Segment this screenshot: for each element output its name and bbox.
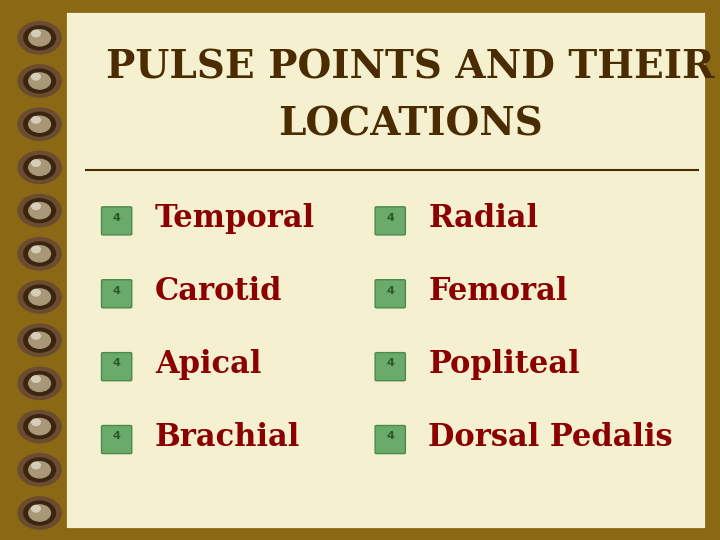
Text: 4: 4 [113,213,120,222]
Circle shape [24,372,55,395]
Circle shape [29,418,50,435]
Text: Radial: Radial [428,203,539,234]
Circle shape [32,246,40,253]
Circle shape [29,30,50,46]
Circle shape [24,328,55,352]
FancyBboxPatch shape [375,207,405,235]
Text: 4: 4 [387,359,394,368]
Circle shape [18,367,61,400]
Text: 4: 4 [387,431,394,441]
Circle shape [18,238,61,270]
Circle shape [32,289,40,296]
Text: 4: 4 [113,359,120,368]
Circle shape [24,26,55,50]
FancyBboxPatch shape [102,353,132,381]
Circle shape [18,194,61,227]
Circle shape [24,415,55,438]
Text: 4: 4 [387,213,394,222]
Circle shape [29,289,50,305]
Circle shape [32,30,40,37]
Text: Brachial: Brachial [155,422,300,453]
FancyBboxPatch shape [102,426,132,454]
Text: Temporal: Temporal [155,203,315,234]
Circle shape [24,501,55,525]
Circle shape [24,458,55,482]
FancyBboxPatch shape [102,280,132,308]
Circle shape [32,505,40,512]
FancyBboxPatch shape [102,207,132,235]
Circle shape [29,505,50,521]
Text: Popliteal: Popliteal [428,349,580,380]
Circle shape [32,203,40,210]
Circle shape [29,332,50,348]
Circle shape [24,242,55,266]
Circle shape [24,69,55,93]
Circle shape [29,462,50,478]
FancyBboxPatch shape [65,11,706,529]
Circle shape [24,156,55,179]
Circle shape [18,454,61,486]
Text: Apical: Apical [155,349,261,380]
Circle shape [32,333,40,339]
Text: 4: 4 [387,286,394,295]
Text: 4: 4 [113,431,120,441]
Circle shape [18,281,61,313]
Text: Femoral: Femoral [428,276,568,307]
Circle shape [18,410,61,443]
Circle shape [29,202,50,219]
Text: 4: 4 [113,286,120,295]
FancyBboxPatch shape [375,353,405,381]
Text: PULSE POINTS AND THEIR: PULSE POINTS AND THEIR [107,49,714,86]
Circle shape [32,419,40,426]
Circle shape [18,65,61,97]
Circle shape [24,285,55,309]
Circle shape [32,117,40,123]
Circle shape [18,324,61,356]
Circle shape [24,199,55,222]
Circle shape [18,151,61,184]
Text: Dorsal Pedalis: Dorsal Pedalis [428,422,673,453]
Text: LOCATIONS: LOCATIONS [278,105,543,143]
Circle shape [32,462,40,469]
Circle shape [29,159,50,176]
FancyBboxPatch shape [375,426,405,454]
Circle shape [32,376,40,382]
Circle shape [29,73,50,89]
Circle shape [18,22,61,54]
Circle shape [32,160,40,166]
Text: Carotid: Carotid [155,276,282,307]
Circle shape [32,73,40,80]
Circle shape [29,375,50,391]
FancyBboxPatch shape [375,280,405,308]
Circle shape [24,112,55,136]
Circle shape [29,116,50,132]
Circle shape [18,108,61,140]
Circle shape [29,246,50,262]
Circle shape [18,497,61,529]
